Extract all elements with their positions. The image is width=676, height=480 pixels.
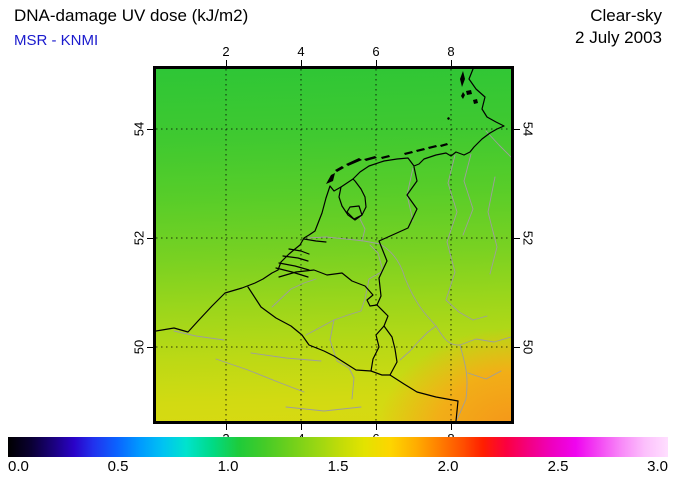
colorbar-label: 2.0 bbox=[437, 458, 459, 475]
colorbar-label: 1.5 bbox=[327, 458, 349, 475]
x-axis-label: 4 bbox=[297, 44, 305, 59]
date-label: 2 July 2003 bbox=[575, 28, 662, 47]
y-axis-label: 54 bbox=[520, 121, 536, 137]
x-tick-top bbox=[300, 60, 302, 66]
x-tick-bottom bbox=[450, 424, 452, 430]
uv-dose-field bbox=[156, 69, 511, 421]
y-axis-label: 50 bbox=[520, 339, 536, 355]
x-tick-top bbox=[225, 60, 227, 66]
map-frame bbox=[153, 66, 514, 424]
map-overlay bbox=[156, 69, 511, 421]
x-axis-label: 6 bbox=[372, 44, 380, 59]
x-tick-bottom bbox=[225, 424, 227, 430]
x-axis-label: 2 bbox=[222, 44, 230, 59]
coastlines bbox=[156, 69, 505, 333]
colorbar-label: 0.0 bbox=[8, 458, 29, 475]
y-tick-left bbox=[147, 346, 153, 348]
y-tick-right bbox=[514, 237, 520, 239]
sky-condition-label: Clear-sky bbox=[590, 6, 662, 25]
y-tick-right bbox=[514, 346, 520, 348]
data-source-label: MSR - KNMI bbox=[14, 32, 99, 49]
colorbar-label: 1.0 bbox=[217, 458, 239, 475]
x-tick-bottom bbox=[375, 424, 377, 430]
colorbar bbox=[8, 437, 668, 457]
y-tick-left bbox=[147, 128, 153, 130]
y-tick-right bbox=[514, 128, 520, 130]
y-axis-label: 52 bbox=[131, 230, 147, 246]
page-title: DNA-damage UV dose (kJ/m2) bbox=[14, 6, 249, 25]
colorbar-label: 2.5 bbox=[547, 458, 569, 475]
colorbar-label: 0.5 bbox=[107, 458, 129, 475]
country-borders bbox=[247, 166, 459, 421]
wadden-islands bbox=[326, 71, 478, 184]
colorbar-label: 3.0 bbox=[647, 458, 668, 475]
y-axis-label: 54 bbox=[131, 121, 147, 137]
x-tick-bottom bbox=[300, 424, 302, 430]
x-tick-top bbox=[375, 60, 377, 66]
graticule-gridlines bbox=[156, 69, 511, 421]
y-axis-label: 50 bbox=[131, 339, 147, 355]
y-axis-label: 52 bbox=[520, 230, 536, 246]
x-axis-label: 8 bbox=[447, 44, 455, 59]
y-tick-left bbox=[147, 237, 153, 239]
rivers-and-state-borders bbox=[173, 130, 511, 421]
x-tick-top bbox=[450, 60, 452, 66]
